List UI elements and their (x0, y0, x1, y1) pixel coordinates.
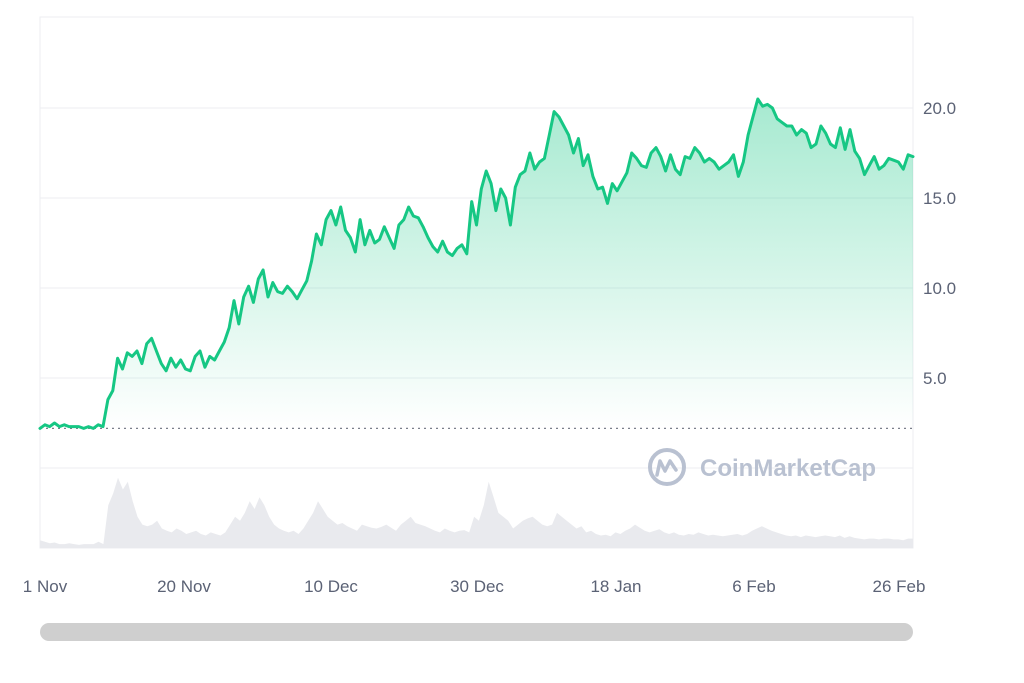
volume-shape (40, 477, 913, 548)
x-tick-label: 6 Feb (732, 577, 775, 596)
price-line-path (38, 97, 915, 430)
x-tick-label: 1 Nov (23, 577, 68, 596)
y-tick-label: 5.0 (923, 369, 947, 388)
price-line (38, 97, 915, 430)
x-axis-ticks: 1 Nov 20 Nov 10 Dec 30 Dec 18 Jan 6 Feb 26 Feb (23, 577, 926, 596)
x-tick-label: 26 Feb (873, 577, 926, 596)
x-tick-label: 30 Dec (450, 577, 504, 596)
y-axis-ticks: 5.0 10.0 15.0 20.0 (923, 99, 956, 388)
y-tick-label: 15.0 (923, 189, 956, 208)
coinmarketcap-logo-icon (648, 448, 686, 486)
x-tick-label: 20 Nov (157, 577, 211, 596)
y-tick-label: 20.0 (923, 99, 956, 118)
x-tick-label: 18 Jan (590, 577, 641, 596)
volume-area (40, 477, 913, 548)
watermark: CoinMarketCap (648, 448, 876, 486)
y-tick-label: 10.0 (923, 279, 956, 298)
price-area (40, 99, 913, 429)
chart-scrollbar[interactable] (40, 623, 913, 641)
x-tick-label: 10 Dec (304, 577, 358, 596)
watermark-text: CoinMarketCap (700, 455, 876, 482)
price-area-fill (40, 99, 913, 429)
